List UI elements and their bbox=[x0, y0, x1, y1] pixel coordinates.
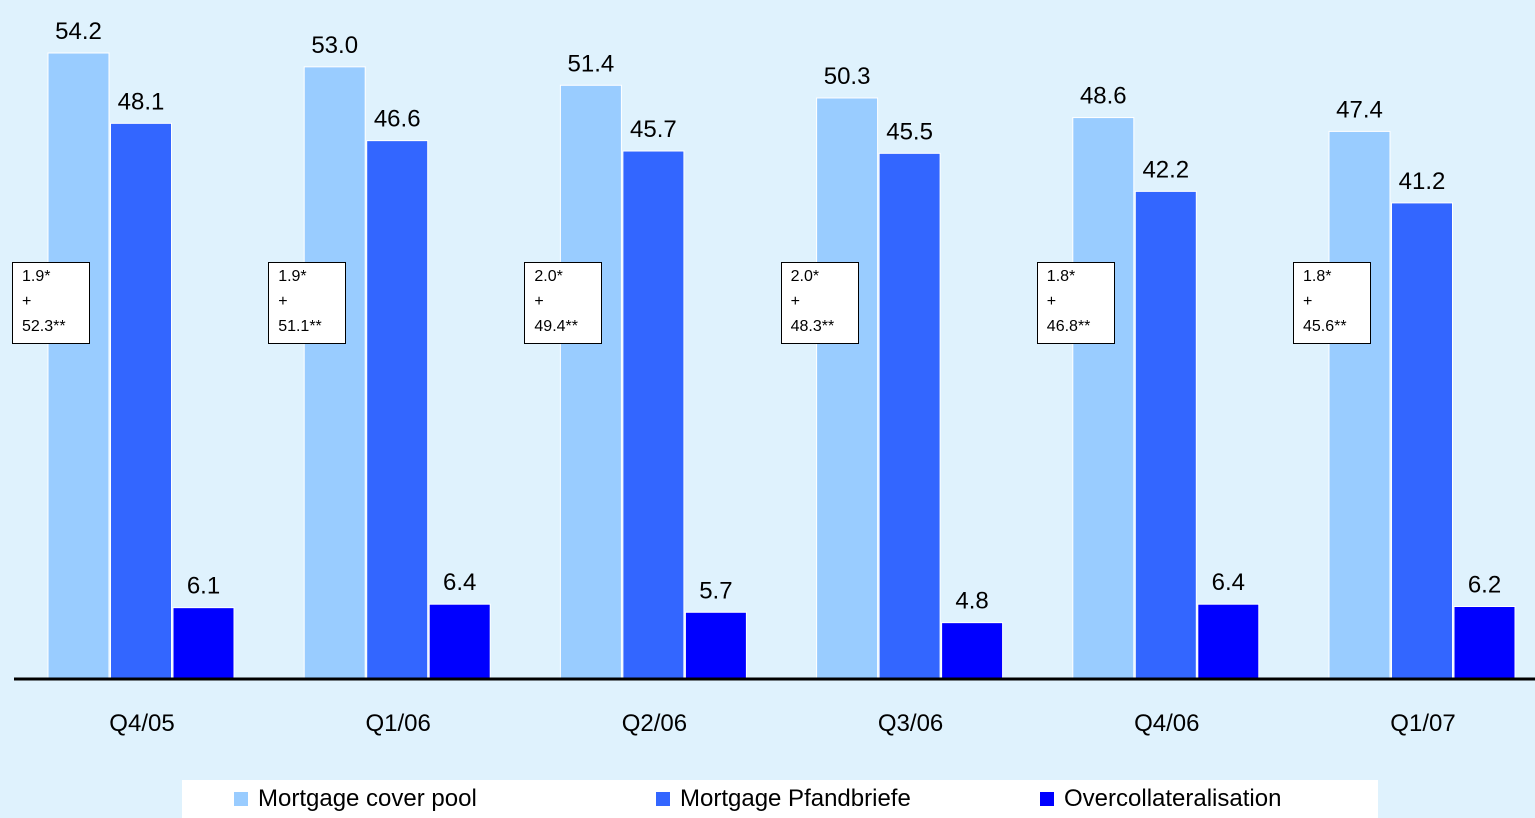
bar-cover-pool-q3-06 bbox=[816, 97, 879, 679]
annotation-line1: 1.9* bbox=[278, 268, 307, 285]
bar-cover-pool-q2-06 bbox=[559, 84, 622, 679]
bar-overcollateralisation-q4-05 bbox=[172, 607, 235, 679]
annotation-box: 1.9* +51.1** bbox=[268, 262, 347, 344]
annotation-line1: 1.8* bbox=[1046, 268, 1076, 285]
annotation-box: 2.0* +49.4** bbox=[524, 262, 603, 344]
legend: Mortgage cover pool Mortgage Pfandbriefe… bbox=[182, 780, 1378, 818]
annotation-line2: + bbox=[534, 293, 544, 310]
annotation-box: 1.9* +52.3** bbox=[12, 262, 90, 344]
x-tick-label: Q1/07 bbox=[1390, 710, 1455, 737]
annotation-line2: + bbox=[278, 293, 288, 310]
annotation-line2: + bbox=[1046, 293, 1057, 310]
data-label-pfandbriefe-q4-06: 42.2 bbox=[1142, 156, 1189, 183]
data-label-pfandbriefe-q3-06: 45.5 bbox=[886, 118, 933, 145]
annotation-box: 1.8* +45.6** bbox=[1293, 262, 1371, 344]
annotation-line1: 2.0* bbox=[534, 268, 563, 285]
data-label-overcollateralisation-q4-06: 6.4 bbox=[1212, 569, 1245, 596]
bar-overcollateralisation-q4-06 bbox=[1197, 603, 1260, 679]
legend-label-cover-pool: Mortgage cover pool bbox=[258, 785, 477, 812]
data-label-overcollateralisation-q3-06: 4.8 bbox=[955, 588, 988, 615]
annotation-line2: + bbox=[1303, 293, 1313, 310]
legend-item-overcollateralisation: Overcollateralisation bbox=[1040, 780, 1281, 818]
legend-item-cover-pool: Mortgage cover pool bbox=[234, 780, 477, 818]
legend-swatch-overcollateralisation bbox=[1040, 792, 1054, 806]
bar-overcollateralisation-q1-07 bbox=[1453, 606, 1516, 679]
bar-cover-pool-q1-06 bbox=[303, 66, 366, 679]
annotation-box: 1.8* +46.8** bbox=[1036, 262, 1115, 344]
bar-cover-pool-q4-06 bbox=[1072, 117, 1135, 679]
data-label-overcollateralisation-q2-06: 5.7 bbox=[699, 577, 732, 604]
annotation-box: 2.0* +48.3** bbox=[780, 262, 859, 344]
bar-overcollateralisation-q2-06 bbox=[684, 611, 747, 679]
legend-item-pfandbriefe: Mortgage Pfandbriefe bbox=[656, 780, 911, 818]
data-label-overcollateralisation-q1-07: 6.2 bbox=[1468, 572, 1501, 599]
x-tick-label: Q3/06 bbox=[878, 710, 943, 737]
data-label-cover-pool-q1-06: 53.0 bbox=[311, 32, 358, 59]
bar-cover-pool-q1-07 bbox=[1328, 130, 1391, 679]
data-label-cover-pool-q4-06: 48.6 bbox=[1080, 83, 1127, 110]
annotation-line3: 49.4** bbox=[534, 318, 578, 335]
annotation-line3: 45.6** bbox=[1303, 318, 1347, 335]
bar-overcollateralisation-q1-06 bbox=[428, 603, 491, 679]
data-label-overcollateralisation-q1-06: 6.4 bbox=[443, 569, 476, 596]
annotation-line3: 52.3** bbox=[22, 318, 66, 335]
x-tick-label: Q4/06 bbox=[1134, 710, 1199, 737]
data-label-pfandbriefe-q2-06: 45.7 bbox=[630, 116, 677, 143]
x-tick-label: Q4/05 bbox=[109, 710, 174, 737]
bar-pfandbriefe-q3-06 bbox=[878, 152, 941, 679]
data-label-pfandbriefe-q4-05: 48.1 bbox=[118, 88, 165, 115]
bar-pfandbriefe-q1-07 bbox=[1391, 202, 1453, 679]
x-tick-label: Q1/06 bbox=[366, 710, 431, 737]
annotation-line1: 2.0* bbox=[790, 268, 820, 285]
data-label-overcollateralisation-q4-05: 6.1 bbox=[187, 573, 220, 600]
bar-pfandbriefe-q1-06 bbox=[366, 140, 429, 679]
data-label-cover-pool-q4-05: 54.2 bbox=[55, 18, 102, 45]
annotation-line2: + bbox=[790, 293, 800, 310]
bar-pfandbriefe-q4-05 bbox=[110, 122, 172, 679]
legend-label-overcollateralisation: Overcollateralisation bbox=[1064, 785, 1282, 812]
annotation-line1: 1.9* bbox=[22, 268, 51, 285]
data-label-cover-pool-q1-07: 47.4 bbox=[1336, 96, 1383, 123]
annotation-line1: 1.8* bbox=[1303, 268, 1332, 285]
data-label-pfandbriefe-q1-07: 41.2 bbox=[1399, 168, 1446, 195]
bar-cover-pool-q4-05 bbox=[47, 52, 110, 679]
annotation-line3: 51.1** bbox=[278, 318, 322, 335]
legend-swatch-pfandbriefe bbox=[656, 792, 670, 806]
bar-overcollateralisation-q3-06 bbox=[941, 622, 1004, 679]
annotation-line2: + bbox=[22, 293, 32, 310]
data-label-pfandbriefe-q1-06: 46.6 bbox=[374, 106, 421, 133]
bar-pfandbriefe-q2-06 bbox=[622, 150, 685, 679]
data-label-cover-pool-q2-06: 51.4 bbox=[568, 50, 615, 77]
annotation-line3: 46.8** bbox=[1046, 318, 1091, 335]
bar-pfandbriefe-q4-06 bbox=[1134, 190, 1197, 679]
legend-label-pfandbriefe: Mortgage Pfandbriefe bbox=[680, 785, 911, 812]
legend-swatch-cover-pool bbox=[234, 792, 248, 806]
data-label-cover-pool-q3-06: 50.3 bbox=[824, 63, 871, 90]
x-tick-label: Q2/06 bbox=[622, 710, 687, 737]
annotation-line3: 48.3** bbox=[790, 318, 835, 335]
